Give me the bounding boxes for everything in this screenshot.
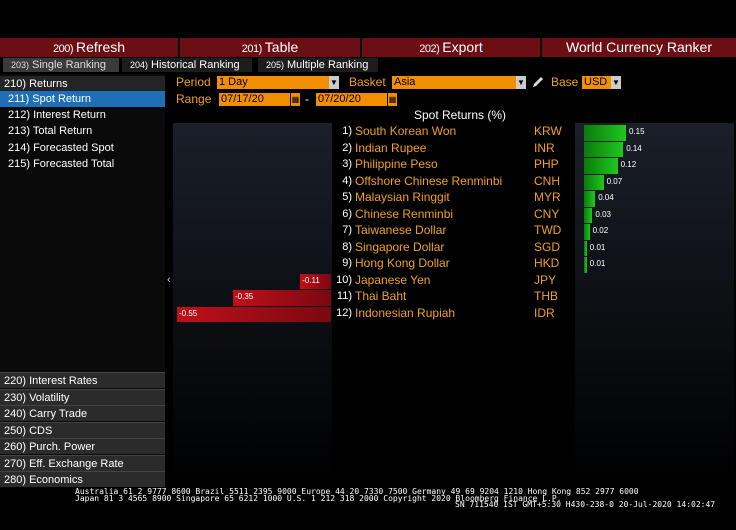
sidebar-item-forecasted-total[interactable]: 215) Forecasted Total	[8, 158, 115, 170]
range-end-field[interactable]: 07/20/20	[316, 93, 387, 106]
currency-name: Indonesian Rupiah	[355, 305, 456, 320]
table-label: Table	[264, 39, 299, 55]
currency-code: PHP	[534, 157, 559, 171]
currency-name: Japanese Yen	[355, 272, 431, 287]
range-start-field[interactable]: 07/17/20	[219, 93, 290, 106]
export-label: Export	[442, 39, 483, 55]
ranking-tabs: 203) Single Ranking 204) Historical Rankin…	[0, 58, 736, 72]
table-number: 201)	[241, 43, 263, 55]
tab-label: Historical Ranking	[151, 59, 240, 71]
currency-code: MYR	[534, 190, 561, 204]
tab-label: Single Ranking	[32, 59, 107, 71]
currency-name: Taiwanese Dollar	[355, 223, 447, 237]
currency-code: CNY	[534, 206, 560, 221]
chart-title: Spot Returns (%)	[414, 108, 507, 122]
basket-dropdown[interactable]: Asia	[392, 76, 516, 89]
footer-contacts-line2: Japan 81 3 4565 8900 Singapore 65 6212 1…	[75, 494, 562, 503]
rank-number: 4)	[342, 174, 352, 187]
tab-number: 205)	[266, 60, 285, 70]
currency-code: SGD	[534, 239, 561, 254]
rank-number: 10)	[336, 273, 352, 286]
currency-name: Chinese Renminbi	[355, 206, 454, 221]
tab-multiple-ranking[interactable]: 205) Multiple Ranking	[258, 58, 378, 72]
rank-number: 8)	[342, 240, 352, 253]
rank-number: 2)	[342, 141, 352, 154]
rank-number: 11)	[336, 290, 352, 302]
app-title: World Currency Ranker	[542, 38, 736, 57]
negative-bar-area	[173, 123, 332, 487]
chevron-down-icon[interactable]: ▼	[516, 76, 526, 89]
sidebar-item-interest-rates[interactable]: 220) Interest Rates	[0, 372, 165, 388]
refresh-number: 200)	[52, 43, 74, 55]
base-label: Base	[551, 75, 579, 89]
calendar-icon[interactable]: ▦	[387, 93, 397, 106]
sidebar-item-volatility[interactable]: 230) Volatility	[0, 389, 165, 405]
sidebar-item-eff-exchange-rate[interactable]: 270) Eff. Exchange Rate	[0, 455, 165, 471]
rank-number: 1)	[342, 125, 352, 137]
positive-bar-area	[575, 123, 734, 487]
tab-label: Multiple Ranking	[287, 59, 369, 71]
rank-number: 9)	[342, 257, 352, 269]
period-dropdown[interactable]: 1 Day	[217, 76, 329, 89]
rank-number: 5)	[342, 191, 352, 203]
app-title-text: World Currency Ranker	[565, 39, 712, 55]
footer-contacts-line1: Australia 61 2 9777 8600 Brazil 5511 239…	[75, 487, 639, 496]
export-button[interactable]: 202) Export	[362, 38, 542, 57]
basket-label: Basket	[349, 75, 386, 89]
currency-name: South Korean Won	[355, 124, 457, 138]
currency-code: TWD	[534, 223, 562, 237]
currency-name: Indian Rupee	[355, 140, 427, 155]
rank-number: 6)	[342, 207, 352, 220]
currency-code: INR	[534, 140, 555, 155]
refresh-button[interactable]: 200) Refresh	[0, 38, 180, 57]
function-toolbar: 200) Refresh 201) Table 202) Export World C…	[0, 38, 736, 57]
currency-code: HKD	[534, 256, 560, 270]
sidebar-item-economics[interactable]: 280) Economics	[0, 471, 165, 487]
sidebar-header-returns[interactable]: 210) Returns	[0, 76, 165, 92]
export-number: 202)	[419, 43, 440, 55]
currency-name: Philippine Peso	[355, 157, 438, 171]
currency-name: Hong Kong Dollar	[355, 256, 450, 270]
rank-number: 3)	[342, 158, 352, 170]
currency-code: IDR	[534, 305, 555, 320]
sidebar-item-interest-return[interactable]: 212) Interest Return	[8, 109, 106, 121]
chevron-left-icon[interactable]: ‹	[167, 274, 171, 286]
range-label: Range	[176, 92, 212, 106]
currency-code: JPY	[534, 272, 557, 287]
sidebar-item-total-return[interactable]: 213) Total Return	[8, 125, 93, 137]
table-button[interactable]: 201) Table	[180, 38, 362, 57]
currency-name: Thai Baht	[355, 289, 407, 303]
sidebar-item-carry-trade[interactable]: 240) Carry Trade	[0, 405, 165, 421]
calendar-icon[interactable]: ▦	[290, 93, 300, 106]
currency-code: CNH	[534, 173, 560, 188]
sidebar: 210) Returns 211) Spot Return 212) Inter…	[0, 74, 165, 487]
footer: Australia 61 2 9777 8600 Brazil 5511 239…	[0, 487, 736, 530]
chevron-down-icon[interactable]: ▼	[611, 76, 621, 89]
tab-single-ranking[interactable]: 203) Single Ranking	[3, 58, 119, 72]
range-separator: -	[305, 92, 309, 106]
currency-name: Singapore Dollar	[355, 239, 445, 254]
currency-code: KRW	[534, 124, 562, 138]
refresh-label: Refresh	[76, 39, 126, 55]
sidebar-item-forecasted-spot[interactable]: 214) Forecasted Spot	[8, 142, 114, 154]
sidebar-item-purch-power[interactable]: 260) Purch. Power	[0, 438, 165, 454]
tab-number: 203)	[11, 60, 30, 70]
currency-name: Offshore Chinese Renminbi	[355, 173, 503, 188]
base-currency-dropdown[interactable]: USD	[582, 76, 611, 89]
chevron-down-icon[interactable]: ▼	[329, 76, 339, 89]
rank-number: 12)	[336, 306, 352, 319]
pencil-icon[interactable]	[531, 75, 545, 89]
currency-name: Malaysian Ringgit	[355, 190, 450, 204]
period-label: Period	[176, 75, 211, 89]
rank-number: 7)	[342, 224, 352, 236]
sidebar-item-spot-return[interactable]: 211) Spot Return	[0, 91, 165, 107]
footer-session-info: SN 711540 IST GMT+5:30 H430-238-0 20-Jul…	[455, 500, 716, 509]
currency-code: THB	[534, 289, 558, 303]
tab-historical-ranking[interactable]: 204) Historical Ranking	[122, 58, 252, 72]
sidebar-item-cds[interactable]: 250) CDS	[0, 422, 165, 438]
tab-number: 204)	[130, 60, 149, 70]
